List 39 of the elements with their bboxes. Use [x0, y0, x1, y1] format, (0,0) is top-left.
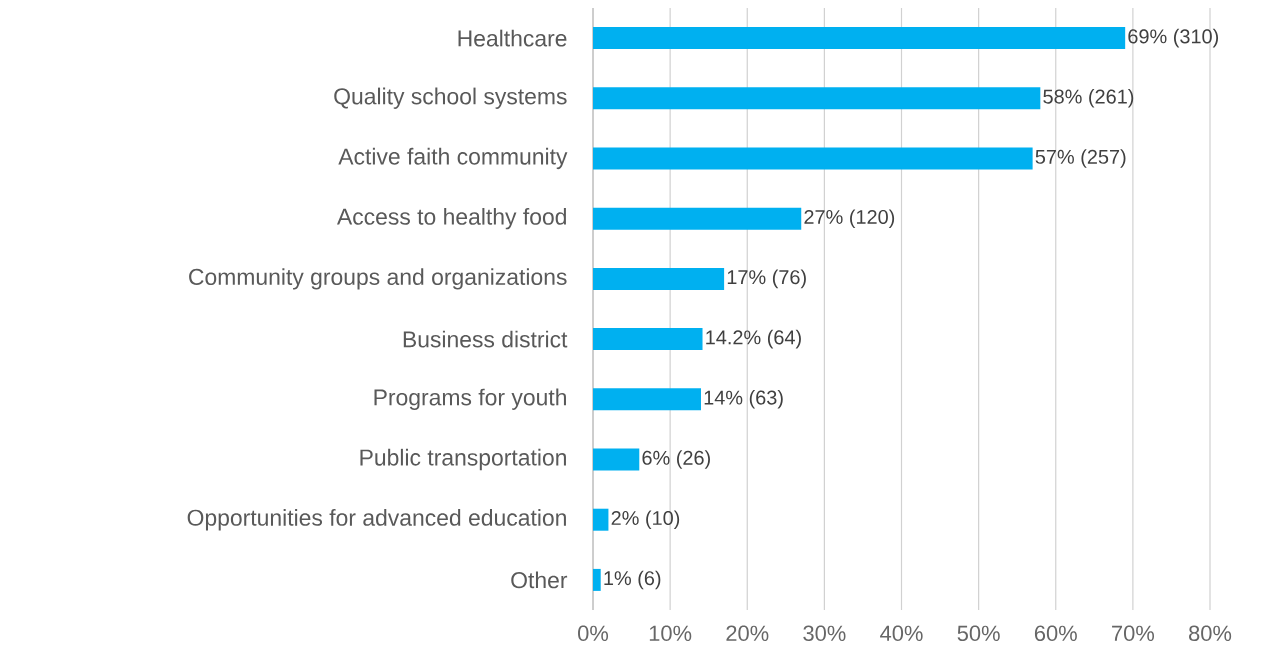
- y-tick-label: Programs for youth: [374, 388, 566, 410]
- data-label: 27% (120): [804, 209, 895, 228]
- x-tick-label: 70%: [1112, 625, 1155, 642]
- y-tick-label: Healthcare: [458, 29, 567, 47]
- y-tick-label: Community groups and organizations: [189, 268, 567, 290]
- bar: [593, 267, 725, 290]
- x-tick-label: 10%: [649, 625, 692, 642]
- bar: [593, 328, 703, 351]
- x-tick-label: 50%: [957, 625, 1000, 642]
- bar: [593, 568, 601, 591]
- y-tick-label: Business district: [403, 330, 568, 348]
- bar: [593, 207, 802, 230]
- bar: [593, 87, 1041, 110]
- x-tick-label: 60%: [1034, 625, 1077, 642]
- y-tick-label: Public transportation: [360, 448, 566, 471]
- data-label: 1% (6): [604, 570, 661, 590]
- y-tick-label: Opportunities for advanced education: [187, 509, 566, 531]
- y-tick-label: Other: [511, 571, 568, 589]
- data-label: 14% (63): [704, 390, 783, 409]
- x-tick-label: 20%: [726, 625, 769, 642]
- x-tick-label: 0%: [578, 625, 609, 642]
- y-tick-label: Active faith community: [338, 147, 568, 170]
- bar: [593, 448, 640, 471]
- bar: [593, 388, 701, 411]
- data-label: 58% (261): [1043, 89, 1134, 108]
- data-label: 2% (10): [611, 510, 680, 529]
- x-tick-label: 40%: [880, 625, 923, 642]
- data-label: 6% (26): [642, 450, 710, 469]
- data-label: 14.2% (64): [706, 329, 801, 349]
- bar: [593, 27, 1126, 50]
- x-tick-label: 30%: [803, 625, 846, 642]
- bar: [593, 147, 1033, 170]
- y-tick-label: Access to healthy food: [336, 208, 566, 230]
- x-tick-label: 80%: [1189, 625, 1232, 642]
- y-tick-label: Quality school systems: [334, 87, 567, 109]
- data-label: 17% (76): [727, 269, 806, 289]
- data-label: 57% (257): [1035, 149, 1126, 168]
- bar: [593, 508, 609, 531]
- data-label: 69% (310): [1128, 28, 1219, 48]
